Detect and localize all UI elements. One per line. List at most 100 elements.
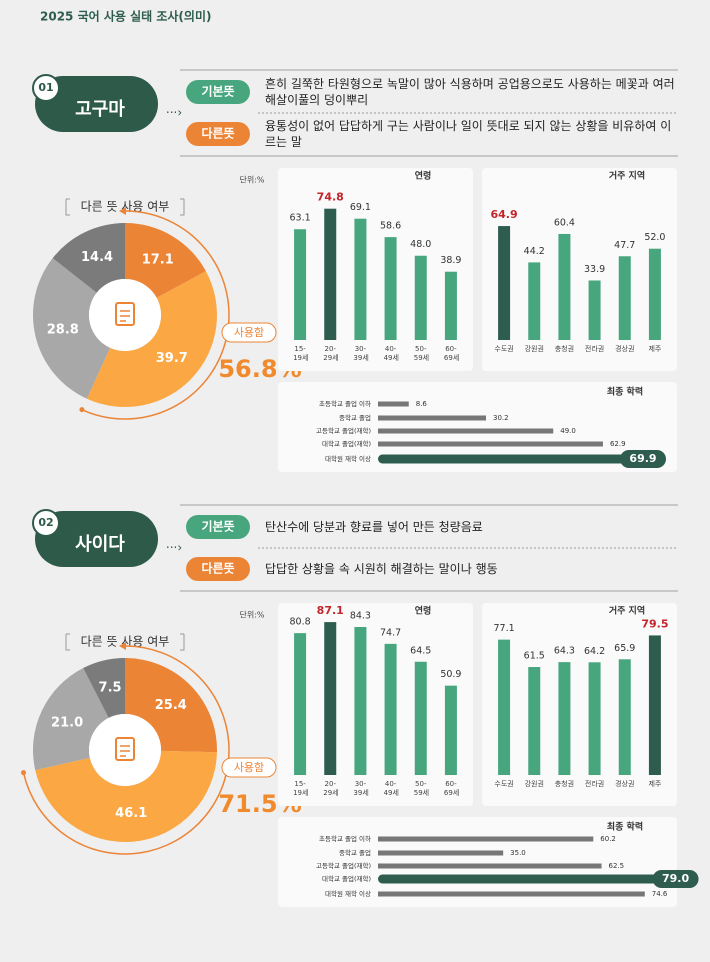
meaning-text: 답답한 상황을 속 시원히 해결하는 말이나 행동 — [265, 562, 498, 576]
bar — [384, 237, 397, 340]
bracket — [65, 633, 185, 651]
value-label: 49.0 — [560, 427, 576, 435]
x-tick-label: 수도권 — [494, 345, 514, 353]
y-tick-label: 고등학교 졸업(재학) — [316, 426, 371, 435]
unit: 단위:% — [239, 610, 264, 620]
x-tick-label: 60-69세 — [443, 780, 460, 797]
bar — [558, 233, 571, 340]
x-tick-label: 수도권 — [494, 780, 514, 788]
value-label: 64.5 — [410, 645, 431, 656]
value-label: 74.7 — [380, 627, 401, 638]
bar — [294, 229, 307, 340]
used-pill — [221, 757, 277, 778]
value-pill — [619, 450, 666, 468]
panel — [278, 603, 473, 806]
x-tick-label: 40-49세 — [383, 780, 399, 797]
slice-label: 14.4 — [81, 250, 113, 265]
value-label: 77.1 — [494, 623, 515, 634]
bar — [378, 454, 628, 464]
slice-label: 21.0 — [51, 715, 83, 730]
used-label: 사용함 — [234, 326, 264, 339]
meaning-text: 탄산수에 당분과 향료를 넣어 만든 청량음료 — [265, 520, 483, 534]
chart-title: 연령 — [415, 605, 432, 617]
word-badge — [35, 511, 158, 567]
pie-slice — [52, 223, 125, 293]
x-tick-label: 15-19세 — [293, 345, 309, 362]
chart-title: 최종 학력 — [607, 386, 643, 398]
value-label: 87.1 — [317, 604, 344, 617]
value-label: 48.0 — [410, 239, 431, 250]
value-label: 74.6 — [652, 890, 668, 898]
bar — [378, 850, 504, 856]
word-badge — [35, 76, 158, 132]
bar — [324, 622, 337, 775]
value-label: 65.9 — [614, 643, 635, 654]
x-tick-label: 40-49세 — [383, 345, 399, 362]
x-tick-label: 전라권 — [584, 345, 605, 353]
y-tick-label: 초등학교 졸업 이하 — [319, 834, 371, 843]
y-tick-label: 대학원 재학 이상 — [325, 454, 371, 463]
used-pill — [221, 322, 277, 343]
value-label: 69.1 — [350, 202, 371, 213]
y-tick-label: 고등학교 졸업(재학) — [316, 861, 371, 870]
icon — [120, 310, 130, 322]
x-tick-label: 제주 — [648, 780, 662, 788]
value-label: 60.2 — [600, 835, 616, 843]
slice-label: 25.4 — [155, 698, 187, 713]
slice-label: 28.8 — [47, 323, 79, 338]
x-tick-label: 50-59세 — [413, 345, 430, 362]
bar — [588, 662, 601, 775]
slice-label: 17.1 — [142, 253, 174, 268]
value-label: 38.9 — [440, 255, 461, 266]
number-badge — [32, 74, 60, 102]
bar — [528, 667, 541, 775]
unit: 단위:% — [239, 175, 264, 185]
number-badge — [32, 509, 60, 537]
bar — [324, 208, 337, 340]
x-tick-label: 전라권 — [584, 780, 605, 788]
y-tick-label: 대학원 재학 이상 — [325, 889, 371, 898]
value-label: 64.3 — [554, 646, 575, 657]
used-label: 사용함 — [234, 761, 264, 774]
value-label: 30.2 — [493, 414, 509, 422]
pie-title: 다른 뜻 사용 여부 — [81, 635, 170, 649]
bracket — [65, 198, 185, 216]
x-tick-label: 60-69세 — [443, 345, 460, 362]
y-tick-label: 중학교 졸업 — [339, 848, 371, 857]
chart-title: 거주 지역 — [609, 605, 645, 617]
pie-slice — [125, 658, 217, 753]
bar — [414, 661, 427, 775]
bar — [354, 218, 367, 340]
x-tick-label: 제주 — [648, 345, 662, 353]
pie-center — [89, 279, 161, 351]
bar — [648, 635, 661, 775]
value-label: 60.4 — [554, 217, 575, 228]
bar — [558, 662, 571, 775]
panel — [278, 168, 473, 371]
bar — [618, 256, 631, 340]
value-label: 74.8 — [317, 191, 344, 204]
pie-slice — [125, 223, 206, 298]
bar — [378, 428, 554, 434]
y-tick-label: 대학교 졸업(재학) — [322, 439, 371, 448]
bar — [378, 415, 487, 421]
value-label: 62.9 — [610, 440, 626, 448]
pie-slice — [83, 658, 125, 718]
meaning-label: 기본뜻 — [201, 519, 234, 534]
pie-title: 다른 뜻 사용 여부 — [81, 200, 170, 214]
value-pill — [652, 870, 699, 888]
icon — [115, 737, 135, 761]
arrow: ···› — [166, 106, 182, 120]
used-arc — [22, 645, 230, 855]
value-label: 35.0 — [510, 849, 526, 857]
section-word: 사이다 — [75, 534, 125, 555]
slice-label: 46.1 — [115, 806, 147, 821]
bar — [378, 401, 409, 407]
pie-slice — [86, 271, 218, 407]
chart-title: 거주 지역 — [609, 170, 645, 182]
meaning-pill — [186, 80, 250, 104]
arc-end — [79, 407, 85, 413]
bar — [378, 836, 594, 842]
meaning-text: 흔히 길쭉한 타원형으로 녹말이 많아 식용하며 공업용으로도 사용하는 메꽃과… — [265, 77, 675, 107]
